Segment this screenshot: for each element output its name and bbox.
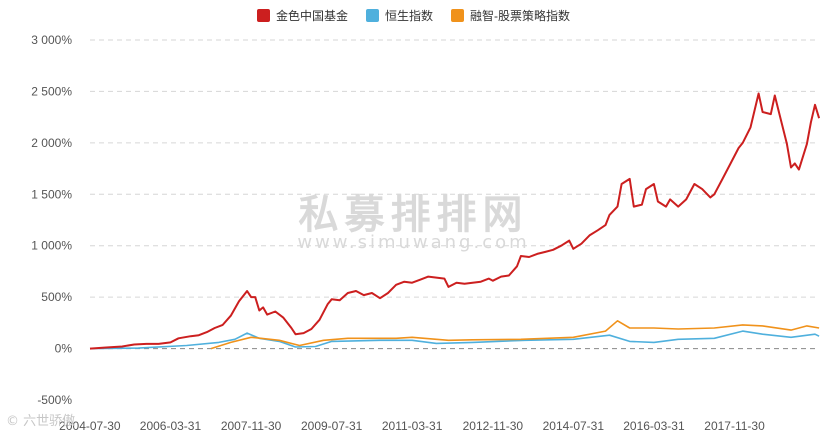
x-tick-label: 2004-07-30 <box>59 419 121 433</box>
y-tick-label: -500% <box>37 393 72 407</box>
legend-item-hsi[interactable]: 恒生指数 <box>366 7 433 24</box>
x-tick-label: 2012-11-30 <box>463 419 524 433</box>
series-line-0 <box>89 92 821 350</box>
legend-swatch-hsi <box>366 8 379 22</box>
y-tick-label: 0% <box>55 342 73 356</box>
y-tick-label: 2 000% <box>31 136 72 150</box>
legend-swatch-strategy-index <box>451 8 465 22</box>
y-tick-label: 1 000% <box>31 239 72 253</box>
legend-label-fund: 金色中国基金 <box>275 8 348 23</box>
x-tick-label: 2017-11-30 <box>704 419 765 433</box>
legend-swatch-fund <box>256 8 270 22</box>
legend-item-strategy-index[interactable]: 融智-股票策略指数 <box>451 7 570 24</box>
x-tick-label: 2011-03-31 <box>382 419 443 433</box>
y-tick-label: 1 500% <box>31 187 72 201</box>
legend-label-strategy-index: 融智-股票策略指数 <box>470 8 571 23</box>
x-tick-label: 2006-03-31 <box>140 419 202 433</box>
legend: 金色中国基金 恒生指数 融智-股票策略指数 <box>0 5 827 25</box>
x-tick-label: 2009-07-31 <box>301 419 363 433</box>
x-tick-label: 2016-03-31 <box>623 419 685 433</box>
legend-label-hsi: 恒生指数 <box>385 8 434 23</box>
series-line-2 <box>210 319 820 350</box>
x-tick-label: 2007-11-30 <box>221 419 282 433</box>
y-tick-label: 500% <box>41 290 72 304</box>
legend-item-fund[interactable]: 金色中国基金 <box>256 7 348 24</box>
x-tick-label: 2014-07-31 <box>543 419 605 433</box>
y-tick-label: 3 000% <box>31 33 72 47</box>
series-line-1 <box>89 330 820 350</box>
y-tick-label: 2 500% <box>31 84 72 98</box>
